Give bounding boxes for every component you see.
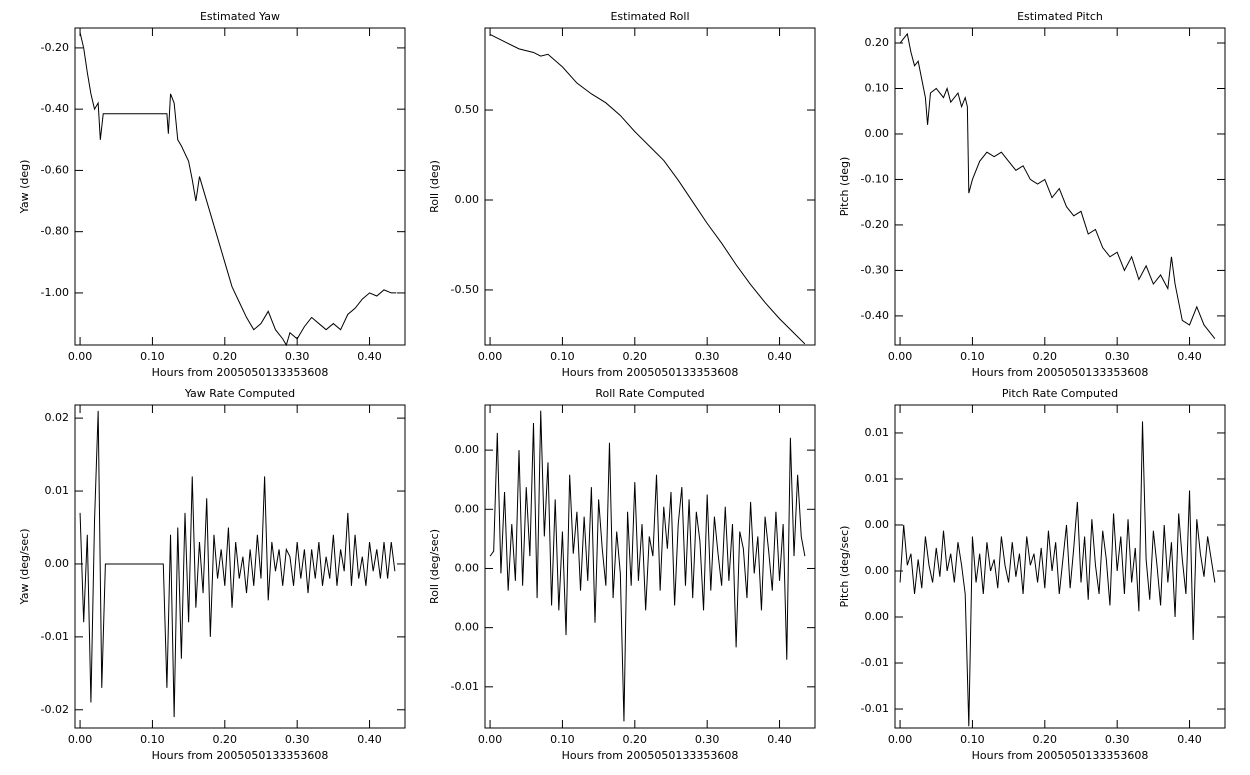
x-tick-label: 0.10	[550, 733, 575, 746]
x-tick-label: 0.40	[357, 350, 382, 363]
x-tick-label: 0.10	[960, 733, 985, 746]
y-tick-label: 0.00	[455, 193, 480, 206]
y-axis-label: Roll (deg)	[428, 160, 441, 213]
y-tick-label: 0.00	[455, 443, 480, 456]
y-tick-label: -0.60	[41, 163, 69, 176]
y-tick-label: -0.01	[451, 680, 479, 693]
x-tick-label: 0.20	[213, 350, 238, 363]
chart-title: Pitch Rate Computed	[1002, 387, 1118, 400]
y-axis-label: Pitch (deg)	[838, 157, 851, 217]
x-tick-label: 0.30	[695, 733, 720, 746]
y-tick-label: -0.30	[861, 263, 889, 276]
plot-frame	[74, 27, 406, 346]
x-tick-label: 0.30	[695, 350, 720, 363]
x-tick-label: 0.00	[68, 350, 93, 363]
y-tick-label: 0.00	[455, 561, 480, 574]
plot-frame	[484, 404, 816, 729]
x-tick-label: 0.20	[1033, 350, 1058, 363]
y-tick-label: -0.20	[41, 41, 69, 54]
y-tick-label: -0.80	[41, 225, 69, 238]
y-tick-label: 0.01	[865, 472, 890, 485]
y-tick-label: 0.00	[455, 621, 480, 634]
y-tick-label: 0.01	[865, 426, 890, 439]
data-line	[79, 32, 397, 347]
y-axis-label: Pitch (deg/sec)	[838, 526, 851, 608]
y-tick-label: 0.02	[45, 411, 70, 424]
x-tick-label: 0.10	[140, 350, 165, 363]
x-tick-label: 0.40	[767, 350, 792, 363]
chart-title: Yaw Rate Computed	[184, 387, 295, 400]
x-tick-label: 0.00	[478, 733, 503, 746]
x-axis-label: Hours from 2005050133353608	[152, 749, 329, 762]
y-tick-label: -0.10	[861, 172, 889, 185]
y-tick-label: -0.40	[861, 309, 889, 322]
y-tick-label: 0.50	[455, 103, 480, 116]
y-tick-label: 0.00	[455, 502, 480, 515]
plot-frame	[484, 27, 816, 346]
x-axis-label: Hours from 2005050133353608	[562, 749, 739, 762]
chart-title: Roll Rate Computed	[595, 387, 704, 400]
x-tick-label: 0.30	[285, 350, 310, 363]
x-axis-label: Hours from 2005050133353608	[972, 749, 1149, 762]
y-tick-label: 0.01	[45, 484, 70, 497]
x-tick-label: 0.40	[1177, 350, 1202, 363]
x-tick-label: 0.00	[888, 350, 913, 363]
y-tick-label: -0.50	[451, 283, 479, 296]
y-axis-label: Yaw (deg)	[18, 160, 31, 215]
y-tick-label: -1.00	[41, 286, 69, 299]
x-tick-label: 0.00	[888, 733, 913, 746]
x-tick-label: 0.40	[767, 733, 792, 746]
plot-frame	[894, 404, 1226, 729]
y-tick-label: -0.40	[41, 102, 69, 115]
y-tick-label: 0.00	[865, 610, 890, 623]
x-tick-label: 0.00	[478, 350, 503, 363]
data-line	[489, 34, 806, 345]
x-tick-label: 0.30	[285, 733, 310, 746]
x-axis-label: Hours from 2005050133353608	[562, 366, 739, 379]
y-tick-label: -0.01	[861, 656, 889, 669]
x-tick-label: 0.10	[140, 733, 165, 746]
x-tick-label: 0.20	[623, 350, 648, 363]
x-tick-label: 0.10	[960, 350, 985, 363]
x-tick-label: 0.20	[213, 733, 238, 746]
data-line	[79, 410, 396, 718]
x-tick-label: 0.20	[1033, 733, 1058, 746]
x-axis-label: Hours from 2005050133353608	[972, 366, 1149, 379]
chart-title: Estimated Pitch	[1017, 10, 1103, 23]
y-tick-label: -0.20	[861, 218, 889, 231]
y-tick-label: -0.01	[861, 702, 889, 715]
plot-frame	[894, 27, 1226, 346]
y-tick-label: 0.00	[865, 564, 890, 577]
chart-title: Estimated Yaw	[200, 10, 280, 23]
x-tick-label: 0.30	[1105, 733, 1130, 746]
y-tick-label: -0.02	[41, 703, 69, 716]
y-axis-label: Roll (deg/sec)	[428, 529, 441, 604]
y-tick-label: 0.00	[45, 557, 70, 570]
plot-frame	[74, 404, 406, 729]
y-tick-label: 0.10	[865, 81, 890, 94]
y-tick-label: 0.00	[865, 518, 890, 531]
y-tick-label: 0.20	[865, 36, 890, 49]
y-tick-label: -0.01	[41, 630, 69, 643]
x-axis-label: Hours from 2005050133353608	[152, 366, 329, 379]
data-line	[899, 32, 1216, 339]
data-line	[489, 410, 806, 722]
chart-title: Estimated Roll	[610, 10, 689, 23]
x-tick-label: 0.40	[1177, 733, 1202, 746]
x-tick-label: 0.30	[1105, 350, 1130, 363]
x-tick-label: 0.00	[68, 733, 93, 746]
data-line	[899, 421, 1216, 727]
x-tick-label: 0.10	[550, 350, 575, 363]
y-axis-label: Yaw (deg/sec)	[18, 528, 31, 605]
y-tick-label: 0.00	[865, 127, 890, 140]
x-tick-label: 0.40	[357, 733, 382, 746]
x-tick-label: 0.20	[623, 733, 648, 746]
